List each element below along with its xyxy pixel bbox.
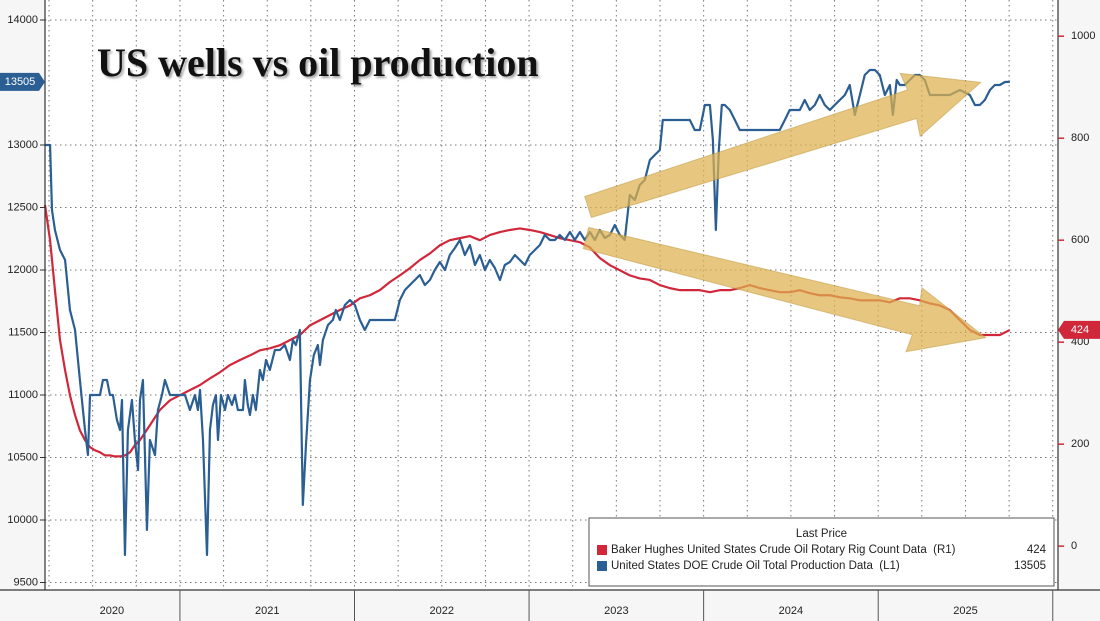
chart-title: US wells vs oil production [97,40,539,85]
y-tick-label: 12000 [7,264,38,276]
y2-tick-label: 1000 [1071,30,1095,42]
y-tick-label: 13000 [7,139,38,151]
legend-swatch [597,545,607,555]
y-tick-label: 14000 [7,14,38,26]
y-tick-label: 11000 [8,389,38,401]
y2-tick-label: 800 [1071,132,1089,144]
y-tick-label: 11500 [8,326,38,338]
legend-box [588,517,1055,587]
x-tick-label: 2024 [779,605,803,617]
x-tick-label: 2025 [953,605,977,617]
y2-tick-label: 600 [1071,234,1089,246]
grid [45,0,1058,590]
last-price-box [0,72,45,91]
annotation-arrows [582,72,987,353]
arrow-up [584,72,982,219]
legend-label: United States DOE Crude Oil Total Produc… [611,560,900,572]
legend-label: Baker Hughes United States Crude Oil Rot… [611,544,956,556]
x-tick-label: 2023 [604,605,628,617]
series-line [45,68,1010,557]
legend-title: Last Price [796,528,847,540]
y-tick-label: 9500 [14,576,38,588]
legend: Last Price Baker Hughes United States Cru… [588,517,1055,587]
y2-tick-label: 0 [1071,540,1077,552]
last-price-label: 424 [1071,324,1089,336]
legend-value: 424 [1027,544,1047,556]
plot-area [45,0,1058,590]
y2-tick-label: 200 [1071,438,1089,450]
y-tick-label: 10000 [7,514,38,526]
y2-tick-label: 400 [1071,336,1089,348]
x-tick-label: 2020 [100,605,124,617]
legend-swatch [597,561,607,571]
last-price-label: 13505 [5,76,36,88]
axis-labels: 9500100001050011000115001200012500130001… [0,14,1100,621]
x-tick-label: 2022 [430,605,454,617]
y-tick-label: 12500 [7,201,38,213]
last-price-box [1058,320,1100,339]
legend-value: 13505 [1014,560,1046,572]
arrow-down [582,226,987,353]
x-tick-label: 2021 [255,605,279,617]
y-tick-label: 10500 [7,451,38,463]
